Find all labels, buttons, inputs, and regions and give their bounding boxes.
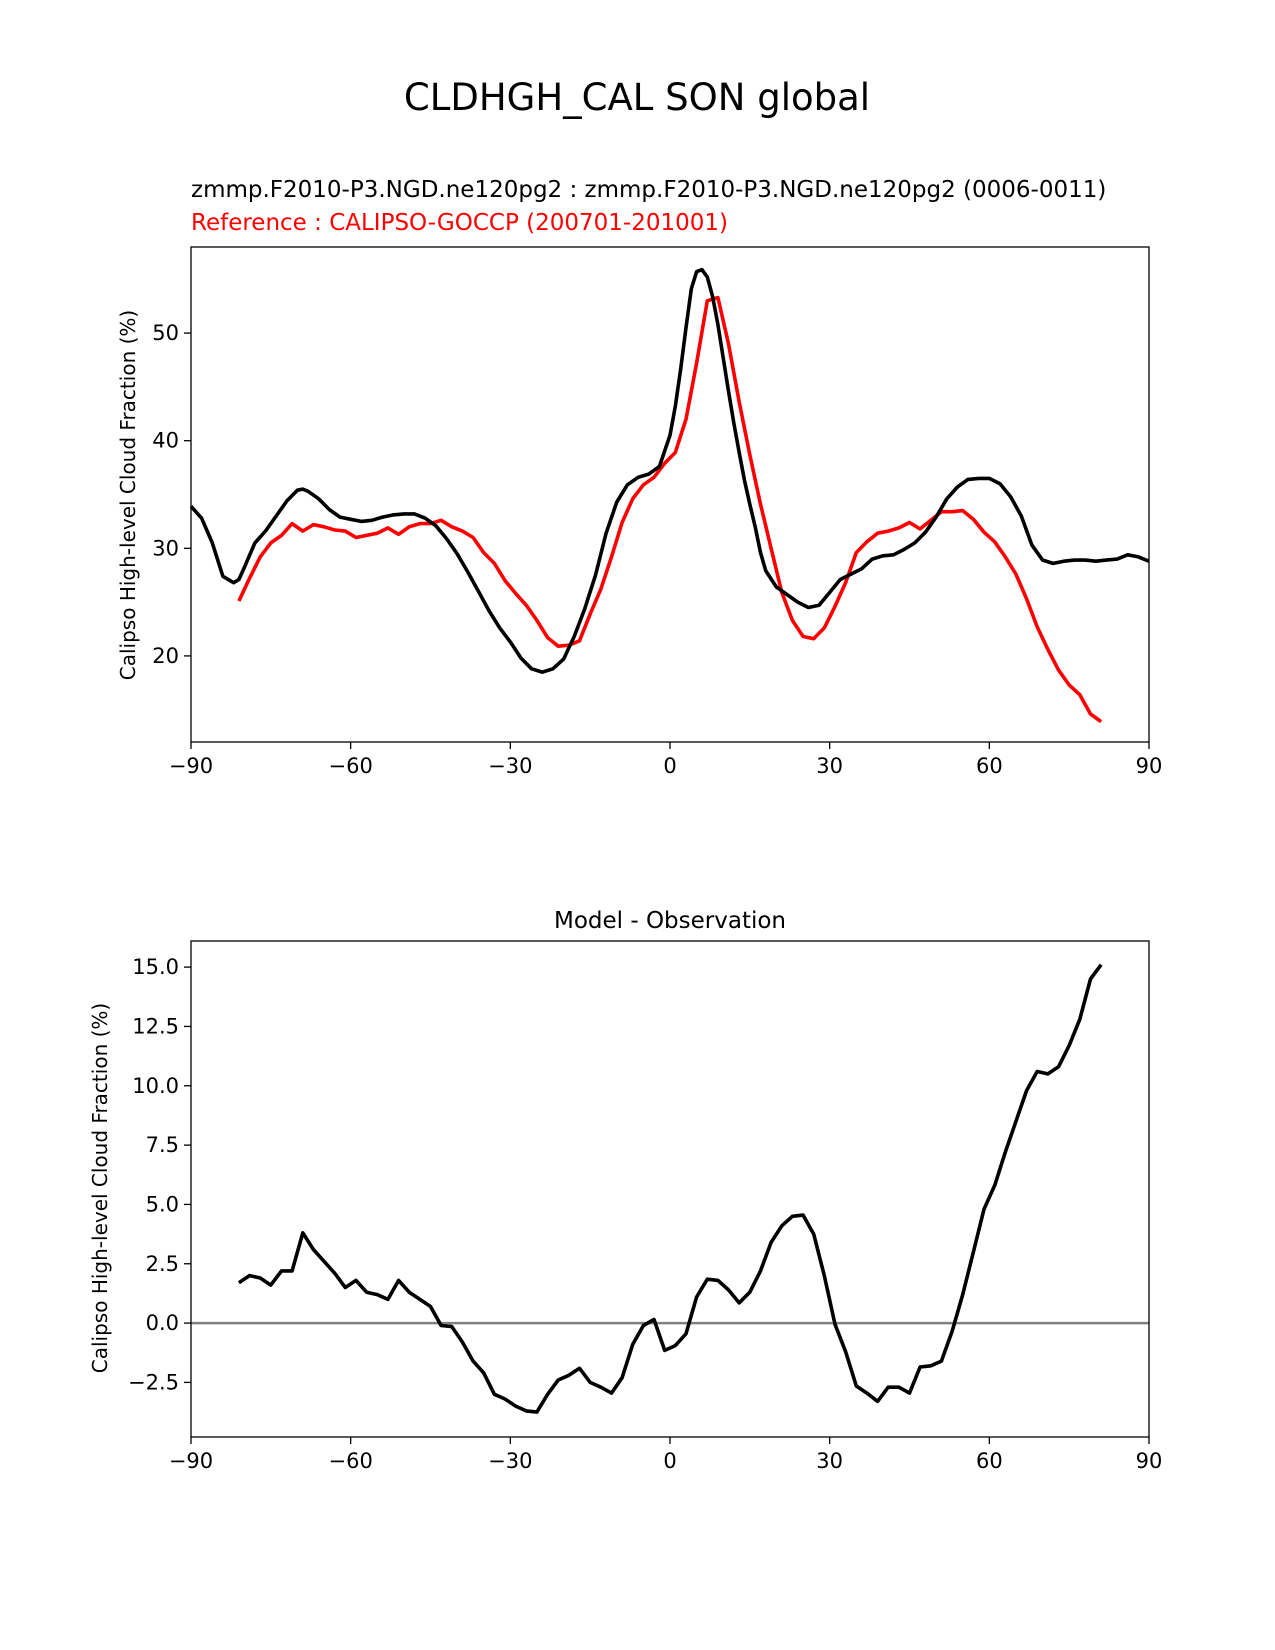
bottom-series-line-model xyxy=(237,963,1103,1414)
bottom-title: Model - Observation xyxy=(554,908,786,934)
top-x-tick-label: −30 xyxy=(488,754,532,778)
top-x-tick-label: −60 xyxy=(329,754,373,778)
top-title-reference: Reference : CALIPSO-GOCCP (200701-201001… xyxy=(191,210,728,236)
bottom-ticks-group: −90 −60 −30 0 30 60 90 −2.5 0.0 2.5 5.0 7.5 10.0 12.5… xyxy=(128,955,1162,1473)
bottom-x-tick-label: 90 xyxy=(1136,1449,1163,1473)
bottom-x-tick-label: −30 xyxy=(488,1449,532,1473)
top-x-tick-label: −90 xyxy=(169,754,213,778)
top-plot-frame xyxy=(190,246,1150,743)
bottom-plot-frame xyxy=(190,940,1150,1438)
bottom-y-tick-label: 10.0 xyxy=(132,1074,179,1098)
bottom-y-tick-label: 12.5 xyxy=(132,1014,179,1038)
top-x-tick-label: 0 xyxy=(663,754,676,778)
bottom-x-tick-label: 30 xyxy=(816,1449,843,1473)
bottom-series-group xyxy=(237,963,1103,1414)
top-x-tick-label: 90 xyxy=(1136,754,1163,778)
top-x-tick-label: 30 xyxy=(816,754,843,778)
top-series-group xyxy=(189,267,1150,724)
top-y-tick-label: 40 xyxy=(152,429,179,453)
top-y-axis-label: Calipso High-level Cloud Fraction (%) xyxy=(116,310,140,680)
top-y-tick-label: 20 xyxy=(152,644,179,668)
bottom-x-tick-label: −90 xyxy=(169,1449,213,1473)
bottom-x-tick-label: 0 xyxy=(663,1449,676,1473)
bottom-y-tick-label: 7.5 xyxy=(146,1133,179,1157)
bottom-y-tick-label: −2.5 xyxy=(128,1370,179,1394)
top-series-line-model xyxy=(189,267,1150,674)
figure-title: CLDHGH_CAL SON global xyxy=(404,76,870,119)
top-title-model: zmmp.F2010-P3.NGD.ne120pg2 : zmmp.F2010-… xyxy=(191,177,1106,203)
top-x-tick-label: 60 xyxy=(976,754,1003,778)
top-panel: zmmp.F2010-P3.NGD.ne120pg2 : zmmp.F2010-… xyxy=(116,177,1162,778)
bottom-y-tick-label: 5.0 xyxy=(146,1192,179,1216)
bottom-y-axis-label: Calipso High-level Cloud Fraction (%) xyxy=(88,1003,112,1373)
bottom-x-tick-label: −60 xyxy=(329,1449,373,1473)
bottom-y-tick-label: 2.5 xyxy=(146,1252,179,1276)
top-series-line-reference xyxy=(237,295,1103,724)
top-y-tick-label: 30 xyxy=(152,536,179,560)
top-y-tick-label: 50 xyxy=(152,321,179,345)
bottom-panel: Model - Observation Calipso High-level C… xyxy=(88,908,1162,1473)
bottom-y-tick-label: 0.0 xyxy=(146,1311,179,1335)
bottom-x-tick-label: 60 xyxy=(976,1449,1003,1473)
top-ticks-group: −90 −60 −30 0 30 60 90 20 30 40 50 xyxy=(152,321,1162,778)
bottom-y-tick-label: 15.0 xyxy=(132,955,179,979)
